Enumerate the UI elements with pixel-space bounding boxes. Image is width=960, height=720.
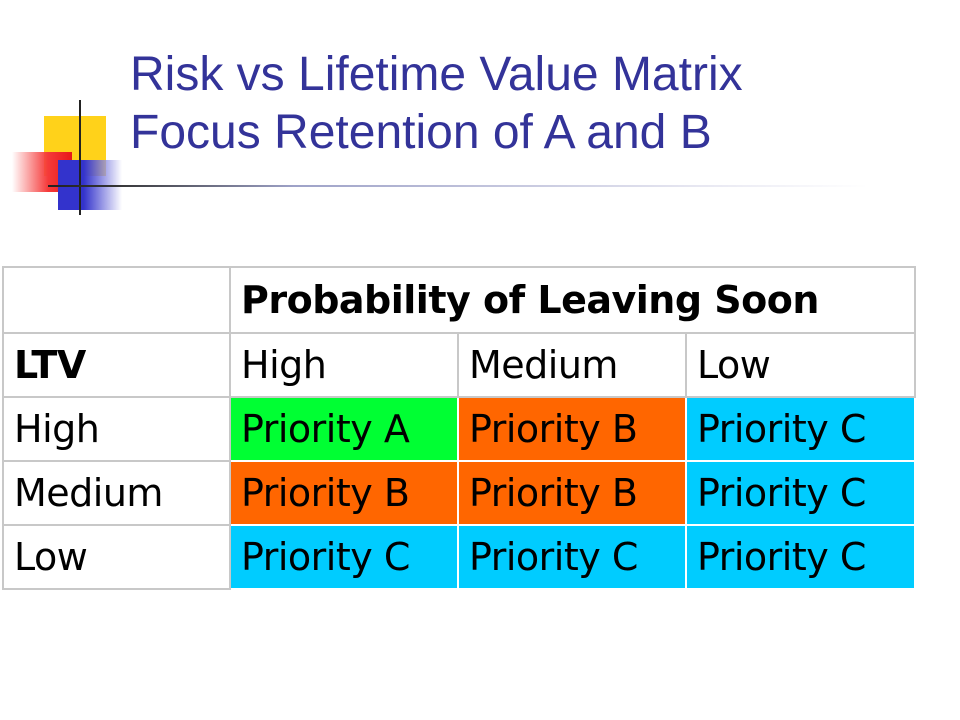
table-row: LTV High Medium Low <box>2 332 916 398</box>
priority-cell: Priority C <box>686 461 915 525</box>
priority-cell: Priority B <box>230 461 458 525</box>
column-header-low: Low <box>685 332 916 398</box>
title-line-1: Risk vs Lifetime Value Matrix <box>130 48 743 101</box>
decorative-squares-logo <box>0 0 140 230</box>
probability-header: Probability of Leaving Soon <box>229 266 916 334</box>
table-row: Medium Priority B Priority B Priority C <box>2 460 915 526</box>
table-row: Low Priority C Priority C Priority C <box>2 524 915 590</box>
corner-cell <box>2 266 231 334</box>
risk-ltv-matrix: Probability of Leaving Soon LTV High Med… <box>2 266 916 590</box>
title-underline <box>48 185 868 187</box>
priority-cell: Priority C <box>686 397 915 461</box>
column-header-high: High <box>229 332 459 398</box>
priority-cell: Priority C <box>458 525 686 589</box>
priority-cell: Priority B <box>458 397 686 461</box>
priority-cell: Priority C <box>230 525 458 589</box>
title-line-2: Focus Retention of A and B <box>130 106 712 159</box>
vertical-rule <box>79 100 81 215</box>
priority-cell: Priority A <box>230 397 458 461</box>
column-header-medium: Medium <box>457 332 687 398</box>
ltv-header: LTV <box>2 332 231 398</box>
row-label-low: Low <box>2 524 231 590</box>
priority-cell: Priority B <box>458 461 686 525</box>
table-row: High Priority A Priority B Priority C <box>2 396 915 462</box>
row-label-high: High <box>2 396 231 462</box>
row-label-medium: Medium <box>2 460 231 526</box>
priority-cell: Priority C <box>686 525 915 589</box>
table-row: Probability of Leaving Soon <box>2 266 916 334</box>
slide-title: Risk vs Lifetime Value Matrix Focus Rete… <box>130 46 743 162</box>
